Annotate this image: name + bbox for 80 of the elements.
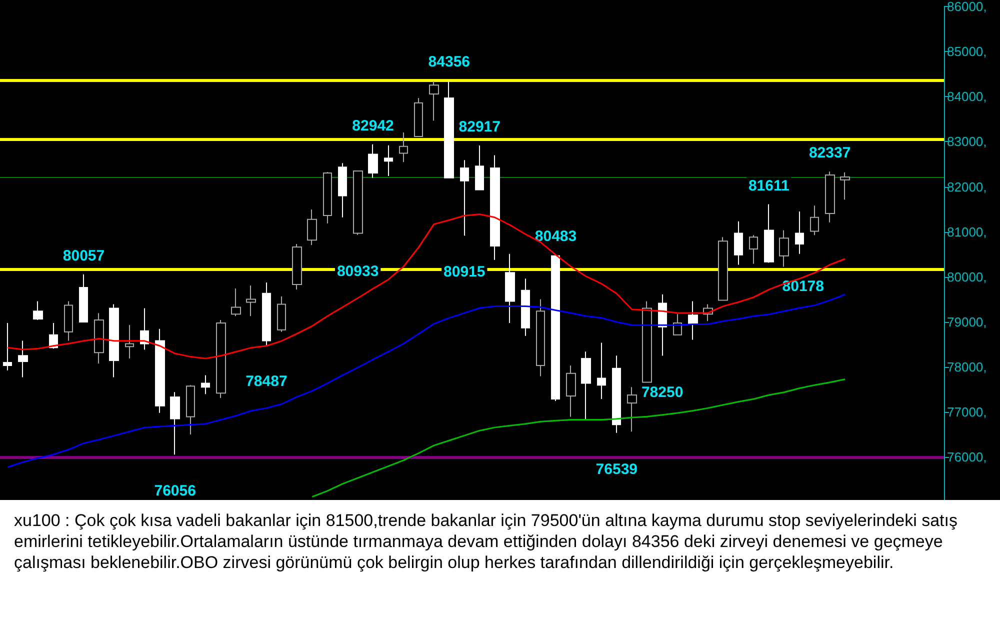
candlestick [18, 340, 28, 378]
candlestick [277, 296, 286, 332]
candlestick [612, 355, 621, 434]
annotation: 82942 [352, 117, 394, 134]
candlestick [566, 364, 576, 418]
annotation: 78487 [246, 373, 288, 390]
annotation: 82337 [808, 144, 851, 162]
candlestick [414, 97, 423, 137]
candlestick [521, 278, 530, 336]
candlestick [764, 204, 774, 264]
candlestick [292, 244, 302, 290]
candlestick [779, 230, 789, 268]
candlestick [353, 170, 363, 236]
candlestick [810, 205, 819, 236]
annotation: 84356 [428, 54, 470, 71]
y-tick-label: 81000, [947, 224, 987, 240]
annotation: 81611 [748, 177, 790, 194]
line-series [6, 214, 846, 360]
candlestick [840, 172, 850, 200]
annotation: 80933 [336, 262, 379, 280]
candlestick [627, 386, 637, 432]
candlestick [323, 171, 332, 224]
y-tick-label: 86000, [947, 0, 987, 14]
candlestick [262, 282, 271, 346]
candlestick [3, 322, 12, 371]
candlestick [581, 351, 591, 420]
annotation: 80057 [62, 247, 105, 264]
y-tick-label: 76000, [947, 450, 987, 465]
candlestick [231, 288, 241, 317]
candlestick [536, 298, 545, 377]
candlestick [749, 234, 758, 264]
candlestick [33, 300, 43, 321]
candlestick [384, 144, 393, 176]
candlestick [490, 154, 500, 260]
candlestick [688, 300, 698, 340]
candlestick [505, 253, 515, 324]
y-tick-label: 79000, [947, 314, 987, 330]
annotation: 78250 [641, 384, 684, 401]
candlestick [444, 80, 454, 178]
y-tick-label: 85000, [947, 44, 987, 60]
candlestick [79, 274, 88, 323]
candlestick [460, 160, 469, 236]
candlestick [186, 384, 195, 436]
annotation: 76056 [154, 482, 196, 500]
y-tick-label: 84000, [947, 89, 987, 104]
candlestick [155, 328, 165, 414]
candlestick [718, 236, 728, 301]
candlestick [429, 80, 439, 122]
y-tick-label: 82000, [947, 179, 987, 194]
y-tick-label: 80000, [947, 269, 987, 284]
ref-line-label: 80178 [782, 278, 824, 295]
annotation: 80915 [444, 264, 486, 281]
candlestick [201, 374, 210, 395]
candlestick [140, 308, 149, 350]
text: xu100 : Çok çok kısa vadeli bakanlar için 81500,trende bakanlar için 79500'ün altına kayma durumu stop seviyelerindeki satış emirlerini tetikleyebilir.Ortalamaların üstünde tırmanmaya devam ettiğinden dolayı 84356 deki zirveyi denemesi ve geçmeye çalışması beklenebilir.OBO zirvesi görünümü çok belirgin olup herkes tarafından dillendirildiği için gerçekleşmeyebilir. [14, 510, 959, 573]
candlestick [109, 304, 119, 378]
annotation: 80483 [534, 228, 577, 246]
candlestick [94, 312, 104, 364]
y-tick-label: 77000, [947, 404, 987, 420]
candlestick [734, 220, 743, 266]
candlestick [597, 342, 606, 400]
annotation: 76539 [596, 460, 638, 478]
candlestick [368, 144, 378, 178]
candlestick [475, 144, 484, 190]
candlestick [307, 208, 317, 246]
candlestick [825, 171, 835, 223]
y-tick-label: 78000, [947, 360, 987, 375]
y-tick-label: 83000, [947, 134, 987, 150]
line-series [311, 378, 846, 498]
annotation: 82917 [458, 118, 500, 136]
candlestick [216, 320, 226, 399]
candlestick [795, 210, 804, 254]
candlestick [551, 254, 560, 402]
candlestick [64, 300, 73, 342]
candlestick [399, 132, 408, 163]
candlestick [170, 392, 180, 456]
candlestick [246, 285, 256, 317]
candlestick [125, 324, 134, 360]
candlestick [642, 300, 652, 383]
candlestick [338, 162, 347, 218]
